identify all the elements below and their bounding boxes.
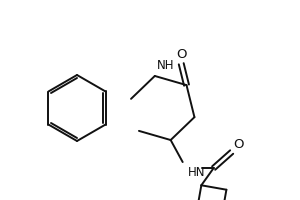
Text: NH: NH: [157, 59, 174, 72]
Text: O: O: [234, 138, 244, 151]
Text: O: O: [176, 48, 187, 61]
Text: HN: HN: [188, 166, 205, 179]
